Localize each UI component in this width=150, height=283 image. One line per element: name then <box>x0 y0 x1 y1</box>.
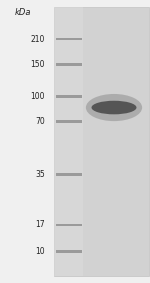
Ellipse shape <box>86 94 142 121</box>
Text: kDa: kDa <box>15 8 31 18</box>
Bar <box>56 120 82 123</box>
Text: 100: 100 <box>30 92 45 101</box>
Bar <box>56 224 82 226</box>
Ellipse shape <box>92 101 136 114</box>
Text: 70: 70 <box>35 117 45 126</box>
Bar <box>56 38 82 40</box>
Bar <box>54 7 148 276</box>
Text: 150: 150 <box>30 60 45 69</box>
Bar <box>56 63 82 66</box>
Bar <box>54 7 83 276</box>
Bar <box>56 95 82 98</box>
Text: 210: 210 <box>31 35 45 44</box>
Text: 17: 17 <box>35 220 45 230</box>
Bar <box>56 250 82 253</box>
Bar <box>56 173 82 176</box>
Text: 35: 35 <box>35 170 45 179</box>
Text: 10: 10 <box>35 247 45 256</box>
